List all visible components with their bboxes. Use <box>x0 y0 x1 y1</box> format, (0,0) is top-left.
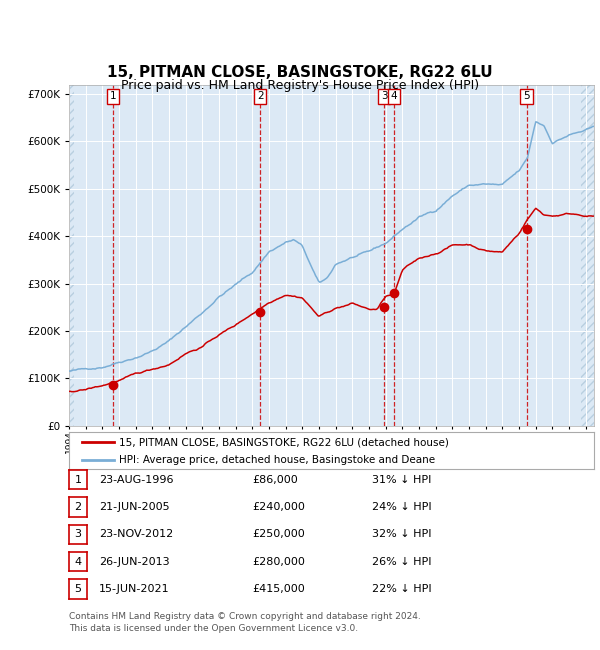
Text: 2: 2 <box>74 502 82 512</box>
Text: 5: 5 <box>523 92 530 101</box>
Text: £250,000: £250,000 <box>252 529 305 539</box>
Text: 24% ↓ HPI: 24% ↓ HPI <box>372 502 431 512</box>
Text: £240,000: £240,000 <box>252 502 305 512</box>
Text: 1: 1 <box>110 92 116 101</box>
Text: 23-AUG-1996: 23-AUG-1996 <box>99 474 173 485</box>
Text: 4: 4 <box>391 92 397 101</box>
Text: HPI: Average price, detached house, Basingstoke and Deane: HPI: Average price, detached house, Basi… <box>119 455 435 465</box>
Text: 3: 3 <box>380 92 388 101</box>
Text: 2: 2 <box>257 92 263 101</box>
Text: 22% ↓ HPI: 22% ↓ HPI <box>372 584 431 594</box>
Text: 26% ↓ HPI: 26% ↓ HPI <box>372 556 431 567</box>
Text: 1: 1 <box>74 474 82 485</box>
Text: £280,000: £280,000 <box>252 556 305 567</box>
Text: 4: 4 <box>74 556 82 567</box>
Text: 15, PITMAN CLOSE, BASINGSTOKE, RG22 6LU (detached house): 15, PITMAN CLOSE, BASINGSTOKE, RG22 6LU … <box>119 437 449 447</box>
Text: Contains HM Land Registry data © Crown copyright and database right 2024.: Contains HM Land Registry data © Crown c… <box>69 612 421 621</box>
Text: 5: 5 <box>74 584 82 594</box>
Text: 15, PITMAN CLOSE, BASINGSTOKE, RG22 6LU: 15, PITMAN CLOSE, BASINGSTOKE, RG22 6LU <box>107 65 493 81</box>
Text: 26-JUN-2013: 26-JUN-2013 <box>99 556 170 567</box>
Text: 32% ↓ HPI: 32% ↓ HPI <box>372 529 431 539</box>
Text: £415,000: £415,000 <box>252 584 305 594</box>
Text: Price paid vs. HM Land Registry's House Price Index (HPI): Price paid vs. HM Land Registry's House … <box>121 79 479 92</box>
Text: 31% ↓ HPI: 31% ↓ HPI <box>372 474 431 485</box>
Text: 21-JUN-2005: 21-JUN-2005 <box>99 502 170 512</box>
Text: £86,000: £86,000 <box>252 474 298 485</box>
Text: 15-JUN-2021: 15-JUN-2021 <box>99 584 170 594</box>
Text: This data is licensed under the Open Government Licence v3.0.: This data is licensed under the Open Gov… <box>69 624 358 633</box>
Text: 3: 3 <box>74 529 82 539</box>
Text: 23-NOV-2012: 23-NOV-2012 <box>99 529 173 539</box>
